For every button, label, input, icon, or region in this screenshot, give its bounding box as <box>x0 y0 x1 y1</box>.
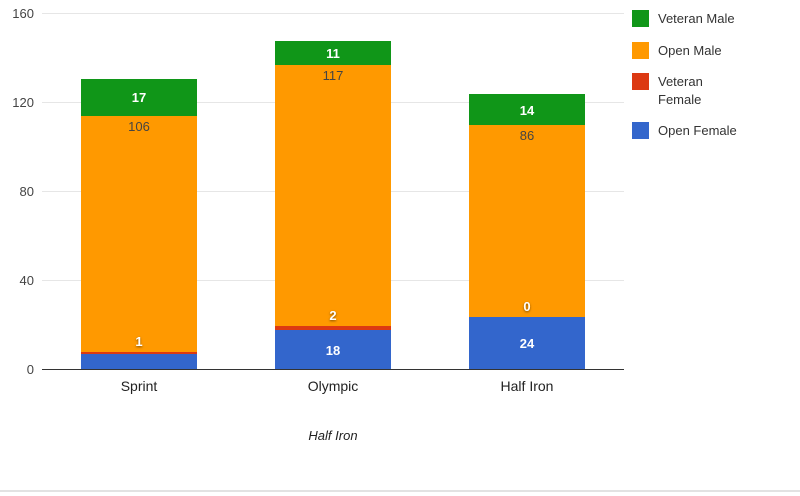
segment-label: 11 <box>326 45 340 61</box>
segment-veteran-female[interactable] <box>275 325 391 330</box>
segment-label: 17 <box>131 90 147 106</box>
gridline <box>42 13 624 14</box>
segment-open-female[interactable] <box>275 329 391 370</box>
legend-swatch <box>632 41 649 59</box>
segment-open-male[interactable] <box>469 125 585 317</box>
category-label: Sprint <box>120 378 158 394</box>
segment-label: 2 <box>329 307 337 323</box>
segment-label: 18 <box>325 342 341 358</box>
y-axis: 0 40 80 120 160 <box>0 6 34 377</box>
y-tick-label: 120 <box>12 95 34 110</box>
category-label: Olympic <box>307 378 359 394</box>
category-label: Half Iron <box>500 378 554 394</box>
legend-label: Open Male <box>658 42 722 58</box>
segment-veteran-male[interactable] <box>81 78 197 117</box>
segment-label: 14 <box>519 102 535 118</box>
plot-area: 1 106 17 18 2 117 11 24 0 86 14 <box>42 13 624 370</box>
y-tick-label: 160 <box>12 6 34 21</box>
segment-label: 117 <box>322 68 344 84</box>
segment-open-male[interactable] <box>81 116 197 353</box>
segment-label: 86 <box>519 128 535 144</box>
segment-label: 0 <box>523 298 531 314</box>
legend-swatch <box>632 73 649 91</box>
segment-label: 24 <box>519 336 535 352</box>
segment-open-male[interactable] <box>275 65 391 326</box>
legend-item-veteran-female: Veteran Female <box>632 73 798 108</box>
y-tick-label: 0 <box>26 362 34 377</box>
bottom-divider <box>0 490 800 492</box>
x-axis: Sprint Olympic Half Iron <box>42 378 624 398</box>
legend-item-veteran-male: Veteran Male <box>632 10 798 28</box>
y-tick-label: 40 <box>19 273 34 288</box>
x-axis-title: Half Iron <box>308 428 358 443</box>
legend-label: Veteran Male <box>658 11 735 26</box>
segment-veteran-female[interactable] <box>81 352 197 355</box>
segment-label: 106 <box>128 119 150 135</box>
segment-veteran-male[interactable] <box>469 94 585 126</box>
segment-label: 1 <box>135 334 143 350</box>
segment-open-female[interactable] <box>81 354 197 370</box>
y-tick-label: 80 <box>19 184 34 199</box>
legend-label: Veteran Female <box>658 74 703 107</box>
x-axis-baseline <box>42 369 624 370</box>
legend-item-open-female: Open Female <box>632 122 798 140</box>
legend-label: Open Female <box>658 123 737 139</box>
legend-swatch <box>632 10 649 27</box>
legend-swatch <box>632 122 649 140</box>
segment-open-female[interactable] <box>469 316 585 370</box>
segment-veteran-male[interactable] <box>275 40 391 66</box>
legend: Veteran Male Open Male Veteran Female Open … <box>632 10 798 154</box>
legend-item-open-male: Open Male <box>632 41 798 60</box>
